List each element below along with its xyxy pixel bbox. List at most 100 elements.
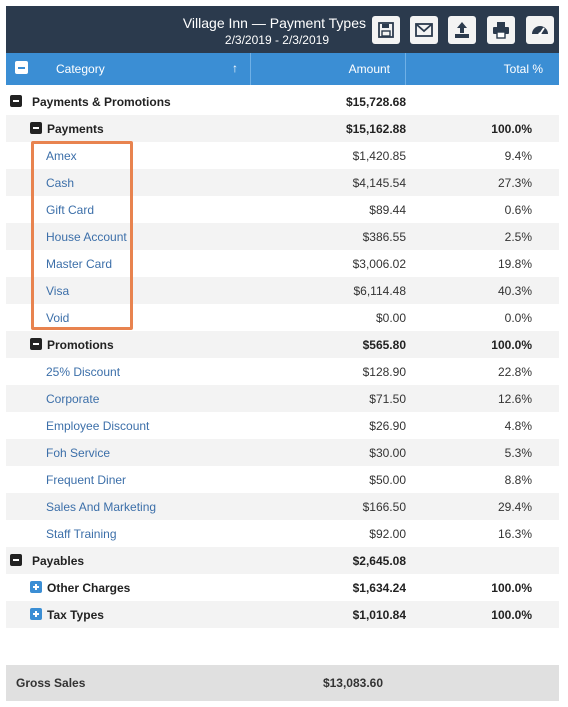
row-name[interactable]: 25% Discount xyxy=(46,365,121,379)
row-amount: $1,420.85 xyxy=(352,149,406,163)
dashboard-button[interactable] xyxy=(526,16,554,44)
row-amount: $4,145.54 xyxy=(352,176,406,190)
row-name[interactable]: Cash xyxy=(46,176,75,190)
footer-total: Gross Sales $13,083.60 xyxy=(6,665,559,701)
row-amount: $1,010.84 xyxy=(352,608,406,622)
row-name: Payments & Promotions xyxy=(32,95,171,109)
group-row[interactable]: Payments $15,162.88 100.0% xyxy=(6,115,559,142)
row-total-pct: 22.8% xyxy=(497,365,532,379)
row-total-pct: 100.0% xyxy=(491,608,532,622)
group-row[interactable]: Payments & Promotions $15,728.68 xyxy=(6,88,559,115)
collapse-icon[interactable] xyxy=(30,122,42,134)
row-amount: $30.00 xyxy=(369,446,406,460)
expand-icon[interactable] xyxy=(30,581,42,593)
row-total-pct: 2.5% xyxy=(504,230,532,244)
table-row: House Account $386.55 2.5% xyxy=(6,223,559,250)
print-button[interactable] xyxy=(487,16,515,44)
row-name: Payments xyxy=(47,122,104,136)
collapse-all-icon[interactable] xyxy=(15,61,28,74)
row-total-pct: 0.6% xyxy=(504,203,532,217)
table-row: Master Card $3,006.02 19.8% xyxy=(6,250,559,277)
column-header: Category ↑ Amount Total % xyxy=(6,53,559,85)
row-total-pct: 9.4% xyxy=(504,149,532,163)
row-amount: $92.00 xyxy=(369,527,406,541)
table-row: Amex $1,420.85 9.4% xyxy=(6,142,559,169)
amount-header-label: Amount xyxy=(348,62,390,76)
table-row: Cash $4,145.54 27.3% xyxy=(6,169,559,196)
sort-arrow-icon[interactable]: ↑ xyxy=(232,61,238,75)
row-amount: $15,728.68 xyxy=(345,95,406,109)
row-amount: $1,634.24 xyxy=(352,581,406,595)
dashboard-icon xyxy=(532,26,548,36)
row-total-pct: 27.3% xyxy=(497,176,532,190)
save-button[interactable] xyxy=(372,16,400,44)
row-name[interactable]: Frequent Diner xyxy=(46,473,127,487)
row-amount: $89.44 xyxy=(369,203,406,217)
gross-sales-label: Gross Sales xyxy=(16,676,86,690)
row-name[interactable]: Foh Service xyxy=(46,446,111,460)
row-amount: $26.90 xyxy=(369,419,406,433)
gross-sales-value: $13,083.60 xyxy=(322,676,383,690)
expand-icon[interactable] xyxy=(30,608,42,620)
row-total-pct: 4.8% xyxy=(504,419,532,433)
email-icon xyxy=(415,23,433,37)
date-range: 2/3/2019 - 2/3/2019 xyxy=(224,33,329,47)
table-row: Staff Training $92.00 16.3% xyxy=(6,520,559,547)
row-amount: $71.50 xyxy=(369,392,406,406)
table-row: Corporate $71.50 12.6% xyxy=(6,385,559,412)
group-row[interactable]: Other Charges $1,634.24 100.0% xyxy=(6,574,559,601)
collapse-icon[interactable] xyxy=(10,95,22,107)
row-name: Other Charges xyxy=(47,581,131,595)
table-row: Foh Service $30.00 5.3% xyxy=(6,439,559,466)
row-name[interactable]: Employee Discount xyxy=(46,419,150,433)
email-button[interactable] xyxy=(410,16,438,44)
row-total-pct: 16.3% xyxy=(497,527,532,541)
export-icon xyxy=(455,22,469,38)
row-total-pct: 100.0% xyxy=(491,122,532,136)
row-name[interactable]: Amex xyxy=(46,149,77,163)
row-amount: $6,114.48 xyxy=(353,284,407,298)
row-amount: $15,162.88 xyxy=(345,122,406,136)
row-name[interactable]: Staff Training xyxy=(46,527,117,541)
collapse-icon[interactable] xyxy=(30,338,42,350)
group-row[interactable]: Tax Types $1,010.84 100.0% xyxy=(6,601,559,628)
table-row: Sales And Marketing $166.50 29.4% xyxy=(6,493,559,520)
report-table-body: Payments & Promotions $15,728.68 Payments $… xyxy=(6,88,559,628)
row-total-pct: 100.0% xyxy=(491,338,532,352)
report-title: Village Inn — Payment Types xyxy=(182,15,366,31)
row-amount: $2,645.08 xyxy=(352,554,406,568)
table-row: Employee Discount $26.90 4.8% xyxy=(6,412,559,439)
print-icon xyxy=(493,22,509,39)
table-row: 25% Discount $128.90 22.8% xyxy=(6,358,559,385)
category-header-label: Category xyxy=(56,62,105,76)
table-row: Gift Card $89.44 0.6% xyxy=(6,196,559,223)
export-button[interactable] xyxy=(448,16,476,44)
row-name[interactable]: Corporate xyxy=(46,392,100,406)
row-name[interactable]: Gift Card xyxy=(46,203,95,217)
amount-column-header[interactable]: Amount xyxy=(251,53,406,85)
collapse-icon[interactable] xyxy=(10,554,22,566)
total-pct-header-label[interactable]: Total % xyxy=(503,62,543,76)
row-total-pct: 0.0% xyxy=(504,311,532,325)
category-column-header[interactable]: Category ↑ xyxy=(6,53,251,85)
group-row[interactable]: Payables $2,645.08 xyxy=(6,547,559,574)
table-row: Frequent Diner $50.00 8.8% xyxy=(6,466,559,493)
row-name[interactable]: Visa xyxy=(46,284,70,298)
row-name: Tax Types xyxy=(47,608,104,622)
save-icon xyxy=(378,22,394,38)
row-name[interactable]: Master Card xyxy=(46,257,113,271)
row-name[interactable]: Void xyxy=(46,311,70,325)
row-name[interactable]: House Account xyxy=(46,230,127,244)
report-header: Village Inn — Payment Types 2/3/2019 - 2… xyxy=(6,6,559,53)
row-name[interactable]: Sales And Marketing xyxy=(46,500,157,514)
group-row[interactable]: Promotions $565.80 100.0% xyxy=(6,331,559,358)
row-total-pct: 29.4% xyxy=(497,500,532,514)
row-total-pct: 5.3% xyxy=(504,446,532,460)
row-name: Promotions xyxy=(47,338,114,352)
row-total-pct: 100.0% xyxy=(491,581,532,595)
row-total-pct: 12.6% xyxy=(497,392,532,406)
row-amount: $166.50 xyxy=(362,500,406,514)
row-name: Payables xyxy=(32,554,85,568)
row-amount: $386.55 xyxy=(362,230,406,244)
row-amount: $128.90 xyxy=(362,365,406,379)
